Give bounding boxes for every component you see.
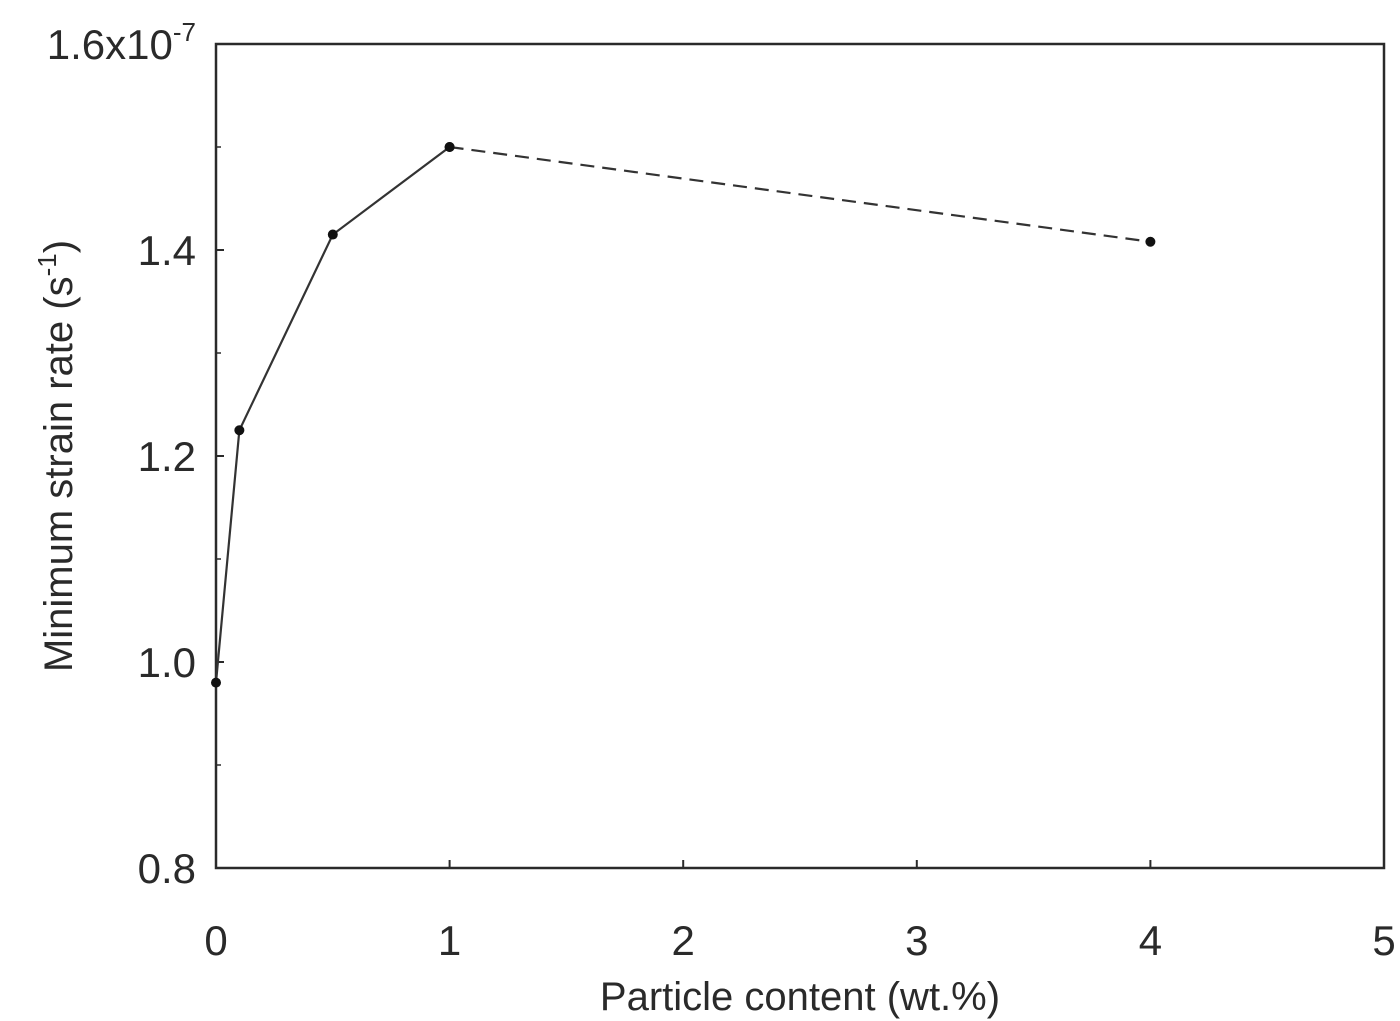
x-tick-label: 5	[1372, 917, 1395, 964]
plot-frame	[214, 42, 1386, 870]
y-tick-label: 0.8	[138, 845, 196, 892]
y-tick-label: 1.2	[138, 433, 196, 480]
y-tick-label: 1.0	[138, 639, 196, 686]
y-axis-ticks: 0.8 1.0 1.2 1.4 1.6x10-7	[47, 17, 224, 892]
series-lines	[214, 145, 1151, 683]
data-point	[234, 425, 245, 436]
x-axis-ticks: 0 1 2 3 4 5	[204, 860, 1396, 964]
x-tick-label: 0	[204, 917, 227, 964]
data-point	[1145, 236, 1156, 247]
x-tick-label: 4	[1139, 917, 1162, 964]
y-tick-label: 1.6x10-7	[47, 17, 196, 68]
x-tick-label: 3	[905, 917, 928, 964]
x-axis-label: Particle content (wt.%)	[600, 975, 1000, 1019]
y-axis-label: Minimum strain rate (s-1)	[32, 240, 81, 672]
y-tick-label: 1.4	[138, 227, 196, 274]
x-tick-label: 2	[672, 917, 695, 964]
data-point	[444, 142, 455, 152]
series-line-1	[449, 145, 1151, 243]
data-point	[211, 677, 221, 688]
data-point	[327, 229, 338, 240]
series-points	[211, 142, 1156, 688]
series-line-0	[214, 146, 451, 683]
x-tick-label: 1	[438, 917, 461, 964]
